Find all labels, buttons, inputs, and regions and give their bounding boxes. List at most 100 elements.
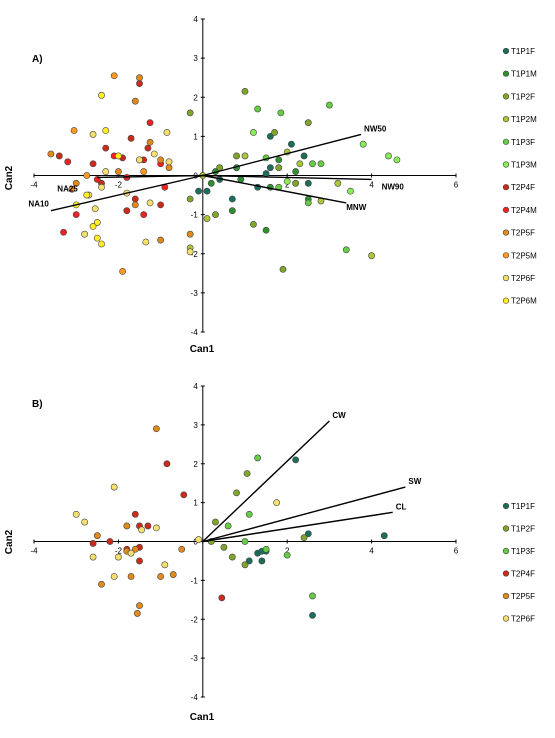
y-tick-label: -4	[191, 328, 199, 337]
data-point	[70, 127, 78, 134]
y-tick-label: 4	[193, 15, 198, 24]
data-point	[102, 144, 110, 152]
data-point	[138, 526, 146, 534]
data-point	[212, 211, 219, 219]
chart-panel-b: -4 -2 2 4 6 -4 -3 -2 -1 0 1 2 3 4 Can1 Can2 B) CW SW CL T1P1…	[4, 382, 535, 723]
data-point	[279, 265, 287, 273]
data-point	[140, 168, 148, 175]
vector-line	[97, 174, 203, 179]
data-point	[89, 131, 97, 138]
data-point	[89, 160, 97, 168]
data-point	[115, 553, 122, 561]
data-point	[157, 573, 164, 580]
legend-marker	[502, 297, 510, 304]
data-point	[245, 557, 253, 565]
legend-marker	[502, 161, 510, 168]
data-point	[146, 119, 154, 127]
legend-marker	[502, 47, 510, 55]
y-tick-label: 3	[193, 54, 198, 63]
legend-label: T1P3M	[511, 161, 537, 170]
data-point	[72, 179, 80, 187]
vector-line	[202, 174, 372, 181]
legend-label: T2P5F	[511, 229, 535, 238]
legend-label: T2P4F	[511, 570, 535, 579]
data-point	[93, 234, 101, 242]
data-point	[110, 483, 118, 491]
data-point	[127, 573, 135, 580]
legend-item: T2P4F	[502, 183, 535, 192]
data-point	[334, 179, 342, 187]
data-point	[250, 129, 257, 136]
y-tick-label: -4	[191, 693, 199, 702]
data-point	[102, 168, 110, 175]
vector-label: NW90	[382, 182, 405, 191]
legend-marker	[502, 229, 510, 236]
data-point	[300, 534, 308, 542]
data-point	[385, 152, 392, 160]
legend-marker	[502, 184, 510, 191]
data-point	[380, 532, 388, 540]
data-point	[136, 74, 143, 82]
data-point	[131, 195, 139, 203]
data-point	[83, 172, 91, 179]
x-axis-title: Can1	[190, 344, 215, 355]
legend-marker	[502, 274, 510, 282]
data-point	[140, 211, 148, 219]
legend-item: T2P4F	[502, 570, 535, 579]
data-point	[136, 156, 143, 164]
x-tick-label: -4	[30, 181, 38, 190]
data-point	[123, 207, 131, 215]
x-tick-label: 2	[285, 181, 290, 190]
vector-label: NA10	[28, 200, 49, 209]
legend-item: T1P2F	[502, 92, 535, 101]
data-point	[186, 230, 194, 238]
data-point	[220, 543, 228, 551]
data-point	[157, 201, 164, 209]
data-point	[233, 489, 240, 497]
legend-label: T1P1F	[511, 502, 535, 511]
x-tick-label: -4	[30, 547, 38, 556]
y-tick-label: 4	[193, 382, 198, 391]
data-point	[180, 491, 188, 499]
data-point	[115, 168, 122, 175]
legend-marker	[502, 70, 510, 77]
legend-label: T2P5M	[511, 251, 537, 260]
data-point	[150, 150, 158, 158]
legend-item: T2P6F	[502, 274, 535, 283]
data-point	[283, 177, 291, 185]
data-point	[304, 119, 312, 127]
vector-label: NW50	[364, 124, 387, 133]
data-point	[241, 87, 249, 95]
vector-line	[202, 174, 347, 204]
data-point	[89, 553, 97, 561]
data-point	[163, 129, 171, 136]
data-point	[127, 549, 135, 557]
data-point	[186, 195, 194, 203]
vector-line	[202, 511, 393, 543]
data-point	[89, 222, 97, 230]
data-point	[309, 611, 316, 619]
data-point	[178, 545, 186, 553]
legend-marker	[502, 115, 510, 123]
vector-label: CL	[396, 502, 407, 511]
legend-item: T1P2M	[502, 115, 537, 124]
y-tick-label: 2	[193, 460, 198, 469]
data-point	[228, 553, 236, 561]
data-point	[47, 150, 55, 158]
x-axis-title: Can1	[190, 712, 215, 723]
legend-item: T1P1M	[502, 70, 537, 79]
data-point	[115, 152, 122, 160]
data-point	[218, 594, 226, 602]
data-point	[254, 105, 262, 113]
y-axis-title: Can2	[4, 165, 15, 190]
legend: T1P1F T1P1M T1P2F T1P2M T1P3F T1P3M T2P4F T2P4M…	[502, 47, 537, 306]
y-tick-label: 1	[193, 499, 198, 508]
vector-label: NA25	[57, 184, 78, 193]
y-tick-label: -1	[191, 576, 199, 585]
y-tick-label: 2	[193, 93, 198, 102]
data-point	[292, 456, 300, 464]
legend-item: T2P5F	[502, 592, 535, 601]
legend-label: T2P4M	[511, 206, 537, 215]
data-point	[106, 538, 114, 545]
data-point	[152, 524, 160, 532]
